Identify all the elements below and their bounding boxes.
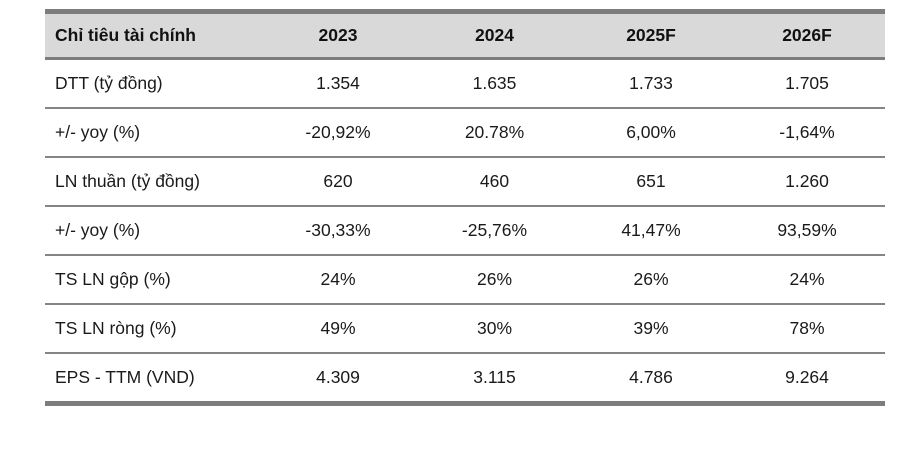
column-header-2025F: 2025F bbox=[626, 25, 676, 45]
cell-value: 1.354 bbox=[316, 73, 360, 93]
cell-value: 1.260 bbox=[785, 171, 829, 191]
cell-value: -1,64% bbox=[779, 122, 835, 142]
column-header-2026F: 2026F bbox=[782, 25, 832, 45]
row-label: TS LN ròng (%) bbox=[55, 318, 177, 338]
row-label: LN thuần (tỷ đồng) bbox=[55, 171, 200, 191]
cell-value: 3.115 bbox=[473, 367, 516, 387]
table-body: DTT (tỷ đồng) 1.354 1.635 1.733 1.705 +/- yoy… bbox=[45, 59, 885, 404]
cell-value: 20.78% bbox=[464, 122, 525, 142]
cell-value: 93,59% bbox=[777, 220, 837, 240]
table-row: TS LN ròng (%) 49% 30% 39% 78% bbox=[45, 304, 885, 353]
cell-value: 26% bbox=[633, 269, 669, 289]
table-row: +/- yoy (%) -20,92% 20.78% 6,00% -1,64% bbox=[45, 108, 885, 157]
row-label: EPS - TTM (VND) bbox=[55, 367, 195, 387]
cell-value: 78% bbox=[789, 318, 825, 338]
row-label: DTT (tỷ đồng) bbox=[55, 73, 163, 93]
cell-value: 1.733 bbox=[629, 73, 673, 93]
row-label: TS LN gộp (%) bbox=[55, 269, 171, 289]
cell-value: 620 bbox=[323, 171, 353, 191]
table-row: LN thuần (tỷ đồng) 620 460 651 1.260 bbox=[45, 157, 885, 206]
cell-value: 460 bbox=[479, 171, 510, 191]
cell-value: 651 bbox=[636, 171, 666, 191]
cell-value: 49% bbox=[320, 318, 356, 338]
cell-value: 41,47% bbox=[621, 220, 681, 240]
cell-value: 30% bbox=[476, 318, 513, 338]
cell-value: 1.705 bbox=[785, 73, 829, 93]
cell-value: 4.309 bbox=[316, 367, 360, 387]
cell-value: 24% bbox=[320, 269, 356, 289]
cell-value: 9.264 bbox=[785, 367, 829, 387]
cell-value: 1.635 bbox=[472, 73, 517, 93]
column-header-label: Chỉ tiêu tài chính bbox=[55, 25, 196, 45]
cell-value: 4.786 bbox=[629, 367, 673, 387]
cell-value: 26% bbox=[476, 269, 513, 289]
table-row: DTT (tỷ đồng) 1.354 1.635 1.733 1.705 bbox=[45, 59, 885, 108]
row-label: +/- yoy (%) bbox=[55, 220, 141, 240]
financial-metrics-table: Chỉ tiêu tài chính 2023 2024 2025F 2026F DTT… bbox=[45, 9, 885, 406]
row-label: +/- yoy (%) bbox=[55, 122, 141, 142]
cell-value: 39% bbox=[633, 318, 669, 338]
column-header-2023: 2023 bbox=[318, 25, 358, 45]
table-row: +/- yoy (%) -30,33% -25,76% 41,47% 93,59% bbox=[45, 206, 885, 255]
column-header-2024: 2024 bbox=[475, 25, 514, 45]
table-header: Chỉ tiêu tài chính 2023 2024 2025F 2026F bbox=[45, 11, 885, 59]
table-row: EPS - TTM (VND) 4.309 3.115 4.786 9.264 bbox=[45, 353, 885, 404]
cell-value: -30,33% bbox=[305, 220, 371, 240]
table-row: TS LN gộp (%) 24% 26% 26% 24% bbox=[45, 255, 885, 304]
header-row: Chỉ tiêu tài chính 2023 2024 2025F 2026F bbox=[45, 11, 885, 59]
cell-value: 24% bbox=[789, 269, 825, 289]
cell-value: -20,92% bbox=[305, 122, 371, 142]
cell-value: -25,76% bbox=[461, 220, 528, 240]
cell-value: 6,00% bbox=[626, 122, 676, 142]
